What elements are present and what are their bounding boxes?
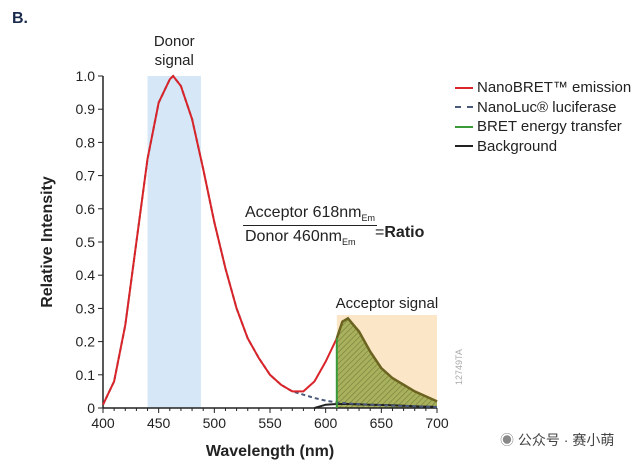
bret-area	[336, 318, 437, 408]
y-tick-label: 0.2	[76, 334, 96, 350]
legend-swatch	[455, 106, 473, 109]
y-tick-label: 0.7	[76, 168, 96, 184]
wechat-icon: ◉	[500, 432, 518, 448]
x-tick-label: 550	[258, 415, 282, 431]
region-label: signal	[155, 52, 194, 69]
x-tick-label: 450	[147, 415, 171, 431]
y-axis-label: Relative Intensity	[39, 176, 56, 308]
region-label: Acceptor signal	[336, 295, 439, 312]
watermark-text: 公众号 · 赛小萌	[517, 432, 615, 448]
figure-code: 12749TA	[454, 349, 464, 385]
y-tick-label: 0.3	[76, 300, 96, 316]
region-label: Donor	[154, 33, 195, 50]
legend-label: Background	[477, 137, 558, 155]
x-tick-label: 700	[425, 415, 449, 431]
legend-swatch	[455, 86, 473, 89]
legend-label: BRET energy transfer	[477, 118, 622, 135]
legend-item: NanoBRET™ emission	[455, 78, 631, 98]
denominator: Donor 460nm	[245, 228, 342, 246]
acceptor-outline	[335, 316, 438, 403]
watermark: ◉ 公众号 · 赛小萌	[500, 430, 614, 450]
y-tick-label: 0.9	[76, 101, 96, 117]
y-tick-label: 0.6	[76, 201, 96, 217]
y-tick-label: 0.4	[76, 267, 96, 283]
x-axis-label: Wavelength (nm)	[206, 443, 334, 460]
x-tick-label: 650	[370, 415, 394, 431]
x-tick-label: 600	[314, 415, 338, 431]
denominator-sub: Em	[341, 237, 356, 248]
region-0	[147, 76, 201, 408]
panel-label: B.	[12, 10, 28, 27]
numerator: Acceptor 618nm	[245, 204, 362, 221]
y-tick-label: 0.5	[76, 234, 96, 250]
legend-label: NanoBRET™ emission	[477, 79, 632, 96]
y-tick-label: 1.0	[76, 68, 96, 84]
legend-item: Background	[455, 137, 631, 157]
numerator-sub: Em	[361, 213, 376, 224]
y-tick-label: 0.1	[76, 367, 96, 383]
ratio-label: Ratio	[384, 223, 425, 241]
legend: NanoBRET™ emission NanoLuc® luciferase BRE…	[455, 78, 631, 156]
equals: =	[375, 223, 385, 241]
x-tick-label: 500	[203, 415, 227, 431]
ratio-formula: Acceptor 618nmEm Donor 460nmEm = Ratio	[243, 204, 424, 247]
legend-swatch	[455, 125, 473, 128]
y-tick-label: 0.8	[76, 134, 96, 150]
x-tick-label: 400	[91, 415, 115, 431]
y-tick-label: 0	[87, 400, 95, 416]
legend-item: BRET energy transfer	[455, 117, 631, 137]
legend-swatch	[455, 145, 473, 148]
legend-item: NanoLuc® luciferase	[455, 98, 631, 118]
legend-label: NanoLuc® luciferase	[477, 98, 617, 116]
